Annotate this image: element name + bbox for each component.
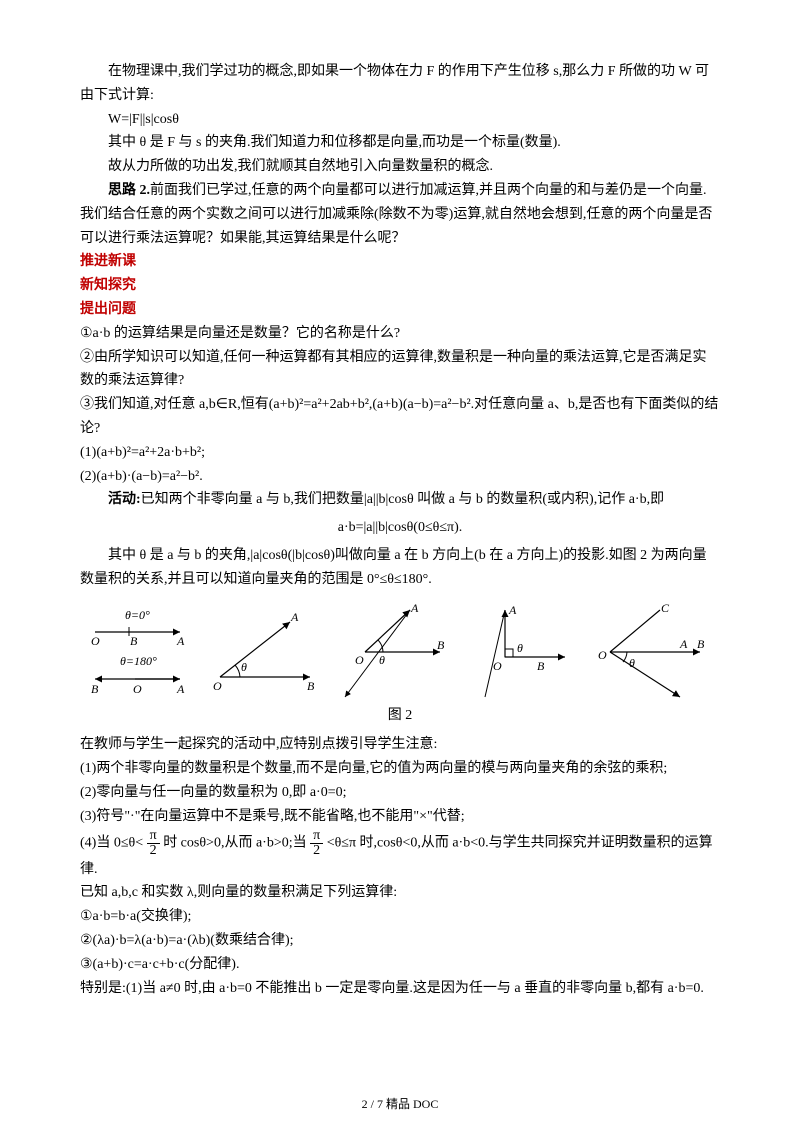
label-O: O [355,653,364,667]
label-A: A [290,610,299,624]
activity-formula: a·b=|a||b|cosθ(0≤θ≤π). [80,516,720,540]
label-theta180: θ=180° [120,654,157,668]
label-O: O [213,679,222,693]
question-3: ③我们知道,对任意 a,b∈R,恒有(a+b)²=a²+2ab+b²,(a+b)… [80,393,720,441]
thought-body: 前面我们已学过,任意的两个向量都可以进行加减运算,并且两个向量的和与差仍是一个向… [80,183,712,246]
label-B: B [307,679,315,693]
note-intro: 在教师与学生一起探究的活动中,应特别点拨引导学生注意: [80,733,720,757]
activity-label: 活动: [108,492,141,507]
label-B: B [697,637,705,651]
label-B: B [130,634,138,648]
question-2: ②由所学知识可以知道,任何一种运算都有其相应的运算律,数量积是一种向量的乘法运算… [80,346,720,394]
fraction-pi-2: π2 [147,829,160,858]
law-1: ①a·b=b·a(交换律); [80,905,720,929]
heading-new-knowledge: 新知探究 [80,274,720,298]
law-3: ③(a+b)·c=a·c+b·c(分配律). [80,953,720,977]
label-B2: B [91,682,99,696]
diagram-theta-0-180: θ=0° O B A θ=180° B O A [85,607,195,697]
label-B: B [537,659,545,673]
label-A: A [176,634,185,648]
label-C: C [661,602,670,615]
diagram-obtuse: θ O B A [335,602,455,702]
note-4: (4)当 0≤θ< π2 时 cosθ>0,从而 a·b>0;当 π2 <θ≤π… [80,829,720,882]
figure-caption: 图 2 [80,704,720,728]
paragraph: 思路 2.前面我们已学过,任意的两个向量都可以进行加减运算,并且两个向量的和与差… [80,179,720,250]
equation-1: (1)(a+b)²=a²+2a·b+b²; [80,441,720,465]
label-theta: θ [379,653,385,667]
label-O: O [598,648,607,662]
label-A: A [679,637,688,651]
paragraph: 故从力所做的功出发,我们就顺其自然地引入向量数量积的概念. [80,155,720,179]
paragraph: 在物理课中,我们学过功的概念,即如果一个物体在力 F 的作用下产生位移 s,那么… [80,60,720,108]
label-O: O [493,659,502,673]
special-note: 特别是:(1)当 a≠0 时,由 a·b=0 不能推出 b 一定是零向量.这是因… [80,977,720,1001]
figure-2-diagrams: θ=0° O B A θ=180° B O A θ O B A [80,602,720,702]
equation-2: (2)(a+b)·(a−b)=a²−b². [80,465,720,489]
law-2: ②(λa)·b=λ(a·b)=a·(λb)(数乘结合律); [80,929,720,953]
note-4-a: (4)当 0≤θ< [80,835,143,850]
diagram-right: θ O B A [465,602,575,702]
formula-work: W=|F||s|cosθ [80,108,720,132]
heading-questions: 提出问题 [80,298,720,322]
thought-label: 思路 2. [108,183,150,198]
label-A: A [508,603,517,617]
note-1: (1)两个非零向量的数量积是个数量,而不是向量,它的值为两向量的模与两向量夹角的… [80,757,720,781]
label-A: A [410,602,419,615]
label-B: B [437,638,445,652]
note-3: (3)符号"·"在向量运算中不是乘号,既不能省略,也不能用"×"代替; [80,805,720,829]
activity-para: 活动:已知两个非零向量 a 与 b,我们把数量|a||b|cosθ 叫做 a 与… [80,488,720,512]
label-theta: θ [629,656,635,670]
activity-body: 已知两个非零向量 a 与 b,我们把数量|a||b|cosθ 叫做 a 与 b … [141,492,664,507]
label-theta: θ [241,660,247,674]
label-theta: θ [517,641,523,655]
heading-proceed: 推进新课 [80,250,720,274]
label-theta0: θ=0° [125,608,150,622]
paragraph: 其中 θ 是 F 与 s 的夹角.我们知道力和位移都是向量,而功是一个标量(数量… [80,131,720,155]
label-O: O [91,634,100,648]
note-2: (2)零向量与任一向量的数量积为 0,即 a·0=0; [80,781,720,805]
diagram-with-c: θ O A B C [585,602,715,702]
page-footer: 2 / 7 精品 DOC [0,1094,800,1114]
label-O2: O [133,682,142,696]
label-A2: A [176,682,185,696]
laws-intro: 已知 a,b,c 和实数 λ,则向量的数量积满足下列运算律: [80,881,720,905]
question-1: ①a·b 的运算结果是向量还是数量？它的名称是什么? [80,322,720,346]
diagram-acute: θ O B A [205,607,325,697]
projection-para: 其中 θ 是 a 与 b 的夹角,|a|cosθ(|b|cosθ)叫做向量 a … [80,544,720,592]
fraction-pi-2: π2 [310,829,323,858]
note-4-b: 时 cosθ>0,从而 a·b>0;当 [163,835,306,850]
